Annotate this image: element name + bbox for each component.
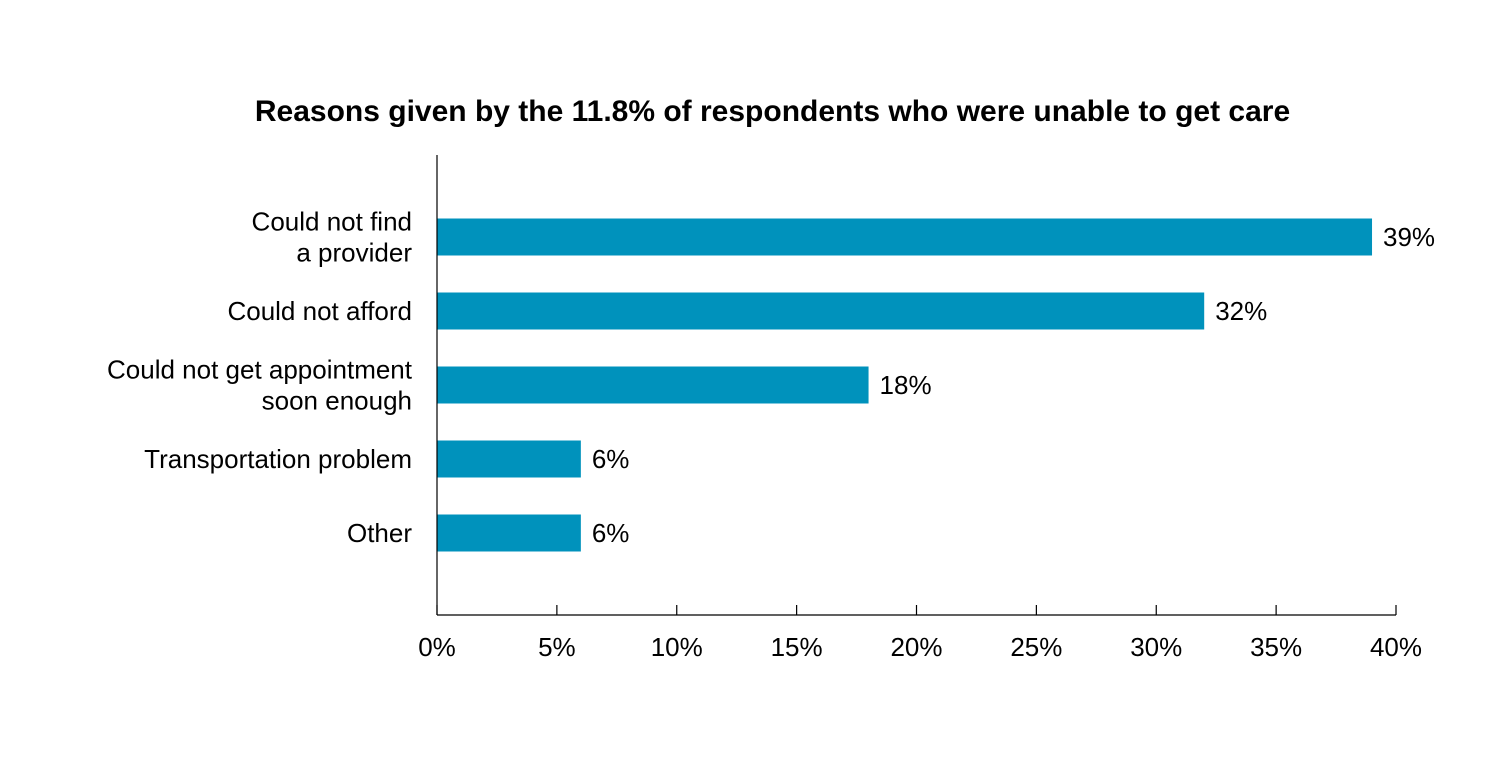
value-label-3: 6% xyxy=(592,444,630,474)
value-labels: 39% 32% 18% 6% 6% xyxy=(592,222,1435,548)
value-label-2: 18% xyxy=(880,370,932,400)
category-labels: Could not find a provider Could not afford… xyxy=(107,207,413,549)
bar-3 xyxy=(437,440,581,478)
category-label-line: Transportation problem xyxy=(144,444,412,474)
x-tick-label-3: 15% xyxy=(771,632,823,662)
category-label-line: Could not afford xyxy=(227,296,412,326)
x-tick-label-5: 25% xyxy=(1010,632,1062,662)
x-tick-label-7: 35% xyxy=(1250,632,1302,662)
x-tick-label-6: 30% xyxy=(1130,632,1182,662)
category-label-4: Other xyxy=(347,518,412,548)
bars-layer xyxy=(437,218,1373,552)
category-label-line: soon enough xyxy=(262,386,412,416)
x-tick-label-4: 20% xyxy=(890,632,942,662)
category-label-0: Could not find a provider xyxy=(252,207,413,268)
x-tick-label-1: 5% xyxy=(538,632,576,662)
chart-title: Reasons given by the 11.8% of respondent… xyxy=(254,95,1291,128)
category-label-line: Could not find xyxy=(252,207,412,237)
category-label-line: a provider xyxy=(296,238,412,268)
axes: 0% 5% 10% 15% 20% 25% 30% 35% 40% xyxy=(418,155,1422,662)
x-tick-label-8: 40% xyxy=(1370,632,1422,662)
bar-2 xyxy=(437,366,869,404)
category-label-line: Could not get appointment xyxy=(107,355,413,385)
category-label-2: Could not get appointment soon enough xyxy=(107,355,413,416)
x-tick-label-0: 0% xyxy=(418,632,456,662)
bar-1 xyxy=(437,292,1205,330)
category-label-3: Transportation problem xyxy=(144,444,412,474)
bar-0 xyxy=(437,218,1373,256)
value-label-1: 32% xyxy=(1215,296,1267,326)
bar-4 xyxy=(437,514,581,552)
category-label-line: Other xyxy=(347,518,412,548)
value-label-0: 39% xyxy=(1383,222,1435,252)
category-label-1: Could not afford xyxy=(227,296,412,326)
x-tick-label-2: 10% xyxy=(651,632,703,662)
value-label-4: 6% xyxy=(592,518,630,548)
